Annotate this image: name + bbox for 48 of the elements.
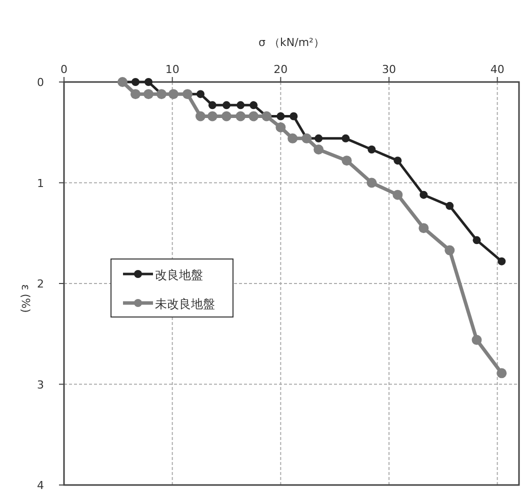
point [498, 257, 506, 266]
point [392, 190, 403, 200]
x-tick-label: 10 [165, 63, 180, 76]
point [222, 101, 230, 110]
point [196, 111, 206, 122]
point [144, 78, 152, 86]
x-tick-label: 20 [274, 63, 288, 76]
point [288, 133, 298, 144]
point [314, 144, 324, 155]
point [132, 78, 140, 86]
x-tick-label: 40 [490, 63, 504, 76]
point [394, 156, 402, 165]
y-tick-label: 3 [37, 378, 44, 392]
point [236, 111, 246, 122]
point [418, 223, 429, 234]
x-tick-label: 0 [60, 63, 68, 76]
y-tick-label: 2 [37, 278, 44, 290]
x-axis-title: σ （kN/m²） [258, 36, 324, 49]
point [248, 111, 259, 122]
legend-label: 改良地盤 [155, 268, 203, 282]
point [207, 111, 218, 122]
point [446, 202, 454, 210]
point [472, 236, 481, 244]
point [144, 89, 154, 100]
point [496, 368, 507, 378]
point [420, 190, 428, 199]
point [314, 134, 323, 142]
point [368, 146, 376, 154]
point [196, 90, 204, 98]
point [276, 122, 286, 132]
y-axis-title: ε (%) [19, 284, 32, 313]
point [222, 111, 232, 122]
point [366, 178, 377, 188]
point [342, 156, 352, 166]
x-tick-label: 30 [382, 63, 396, 76]
legend-label: 未改良地盤 [155, 297, 215, 311]
point [472, 334, 482, 345]
point [130, 89, 140, 100]
point [208, 101, 216, 110]
point [290, 112, 298, 120]
y-tick-label: 0 [37, 76, 44, 89]
point [342, 134, 350, 142]
point [444, 245, 455, 256]
point [236, 101, 245, 110]
y-tick-label: 1 [37, 176, 44, 190]
point [276, 112, 285, 120]
y-tick-label: 4 [37, 479, 44, 492]
point [250, 101, 258, 110]
